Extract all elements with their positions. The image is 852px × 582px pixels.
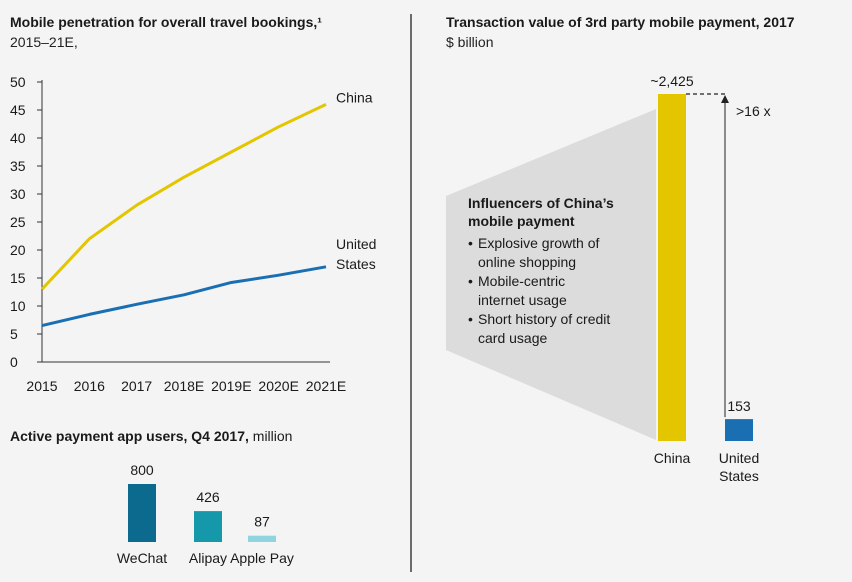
y-tick-label: 30 (10, 186, 26, 202)
y-tick-label: 10 (10, 298, 26, 314)
x-tick-label: 2017 (121, 378, 152, 394)
transaction-chart-title: Transaction value of 3rd party mobile pa… (446, 14, 795, 30)
callout-item: • Mobile-centric internet usage (468, 272, 668, 310)
y-tick-label: 5 (10, 326, 18, 342)
transaction-chart-subtitle: $ billion (446, 34, 494, 50)
panel-divider (410, 14, 412, 572)
y-tick-label: 40 (10, 130, 26, 146)
callout-item-line: card usage (478, 330, 548, 346)
y-tick-label: 35 (10, 158, 26, 174)
line-chart-subtitle: 2015–21E, (10, 34, 78, 50)
callout-title: Influencers of China’s mobile payment (468, 194, 668, 230)
bar-value-label: 153 (727, 398, 751, 414)
callout-item-line: Mobile-centric (478, 273, 566, 289)
bar-category-label: WeChat (117, 550, 167, 566)
callout-item-line: Explosive growth of (478, 235, 600, 251)
arrow-head-icon (721, 95, 729, 103)
series-label: States (336, 256, 376, 272)
users-bar-chart: 800 WeChat 426 Alipay 87 Apple Pay (117, 462, 294, 566)
series-line (41, 265, 327, 328)
bullet-icon: • (468, 273, 473, 289)
callout-title-line: Influencers of China’s (468, 195, 614, 211)
comparison-annotation: >16 x (736, 103, 771, 119)
line-chart-title: Mobile penetration for overall travel bo… (10, 14, 322, 30)
series-line (40, 103, 327, 291)
bullet-icon: • (468, 235, 473, 251)
series-label: China (336, 89, 373, 105)
y-tick-label: 0 (10, 354, 18, 370)
x-tick-label: 2021E (306, 378, 346, 394)
bar (658, 94, 686, 441)
callout-item-line: internet usage (478, 292, 567, 308)
users-chart-title: Active payment app users, Q4 2017, milli… (10, 428, 292, 444)
users-chart-title-text: Active payment app users, Q4 2017, (10, 428, 249, 444)
callout-panel (446, 109, 656, 440)
bar-category-label: Alipay (189, 550, 227, 566)
x-tick-label: 2015 (26, 378, 57, 394)
transaction-bar-chart: ~2,425 China 153 United States >16 x (446, 73, 771, 484)
line-chart: 0 5 10 15 20 25 30 35 40 45 50 2015 2016 2017 2018E 201… (10, 74, 376, 394)
x-tick-label: 2018E (164, 378, 204, 394)
callout-item: • Explosive growth of online shopping (468, 234, 668, 272)
users-chart-title-unit: million (252, 428, 293, 444)
bar-category-label: Apple Pay (230, 550, 294, 566)
y-tick-label: 15 (10, 270, 26, 286)
x-tick-label: 2020E (258, 378, 298, 394)
bar-category-label: United (719, 450, 759, 466)
y-tick-label: 50 (10, 74, 26, 90)
series-label: United (336, 236, 376, 252)
bullet-icon: • (468, 311, 473, 327)
y-tick-label: 20 (10, 242, 26, 258)
x-tick-label: 2019E (211, 378, 251, 394)
bar (248, 535, 276, 542)
callout-list: • Explosive growth of online shopping • Mob… (468, 234, 668, 348)
bar (725, 419, 753, 441)
bar (128, 484, 156, 542)
bar (194, 511, 222, 542)
bar-category-label: China (654, 450, 691, 466)
bar-category-label: States (719, 468, 759, 484)
y-tick-label: 45 (10, 102, 26, 118)
influencers-callout: Influencers of China’s mobile payment • E… (468, 194, 668, 348)
bar-value-label: 426 (196, 489, 220, 505)
callout-title-line: mobile payment (468, 213, 575, 229)
bar-value-label: 800 (130, 462, 154, 478)
bar-value-label: 87 (254, 514, 270, 530)
y-tick-label: 25 (10, 214, 26, 230)
callout-item-line: Short history of credit (478, 311, 611, 327)
callout-item-line: online shopping (478, 254, 577, 270)
bar-value-label: ~2,425 (650, 73, 693, 89)
x-tick-label: 2016 (74, 378, 105, 394)
callout-item: • Short history of credit card usage (468, 310, 668, 348)
